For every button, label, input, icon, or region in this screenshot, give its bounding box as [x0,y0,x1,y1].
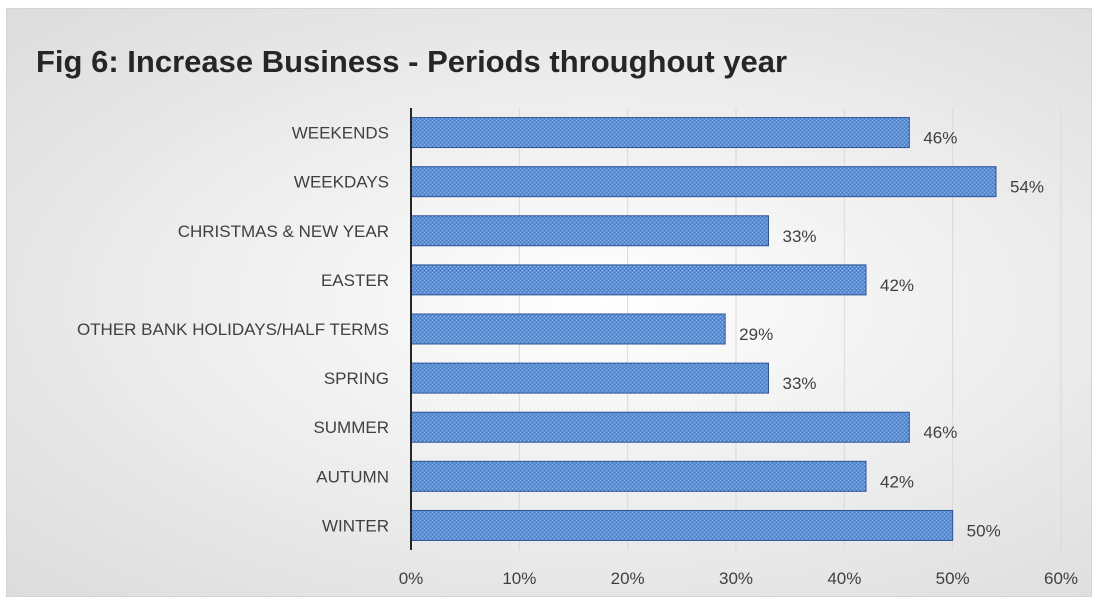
data-label: 42% [880,472,914,491]
category-label: EASTER [321,271,389,290]
category-label: WINTER [322,516,389,535]
category-label: WEEKDAYS [294,173,389,192]
bar [410,264,867,296]
x-tick-label: 60% [1044,569,1078,588]
bar [410,215,769,247]
chart-area [6,8,1092,597]
bar [410,411,910,443]
bar [410,166,997,198]
data-label: 50% [967,521,1001,540]
x-tick-labels: 0% 10% 20% 30% 40% 50% 60% [399,569,1078,588]
x-tick-label: 20% [611,569,645,588]
data-label: 29% [739,325,773,344]
data-label: 54% [1010,178,1044,197]
x-tick-label: 40% [827,569,861,588]
category-label: SUMMER [313,418,389,437]
category-label: OTHER BANK HOLIDAYS/HALF TERMS [77,320,389,339]
bar [410,460,867,492]
data-label: 33% [783,227,817,246]
x-tick-label: 10% [502,569,536,588]
bars [410,117,997,541]
category-label: SPRING [324,369,389,388]
data-label: 42% [880,276,914,295]
data-label: 33% [783,374,817,393]
x-tick-label: 50% [936,569,970,588]
bar [410,117,910,149]
data-label: 46% [923,129,957,148]
data-label: 46% [923,423,957,442]
x-tick-label: 0% [399,569,424,588]
category-label: WEEKENDS [292,124,389,143]
category-label: CHRISTMAS & NEW YEAR [178,222,389,241]
bar [410,313,726,345]
x-tick-label: 30% [719,569,753,588]
category-label: AUTUMN [316,467,389,486]
category-labels: WEEKENDS WEEKDAYS CHRISTMAS & NEW YEAR EAST… [77,124,389,536]
bar [410,362,769,394]
bar [410,509,954,541]
data-labels: 46% 54% 33% 42% 29% 33% 46% 42% 50% [739,129,1044,541]
chart-title: Fig 6: Increase Business - Periods throu… [36,44,788,79]
